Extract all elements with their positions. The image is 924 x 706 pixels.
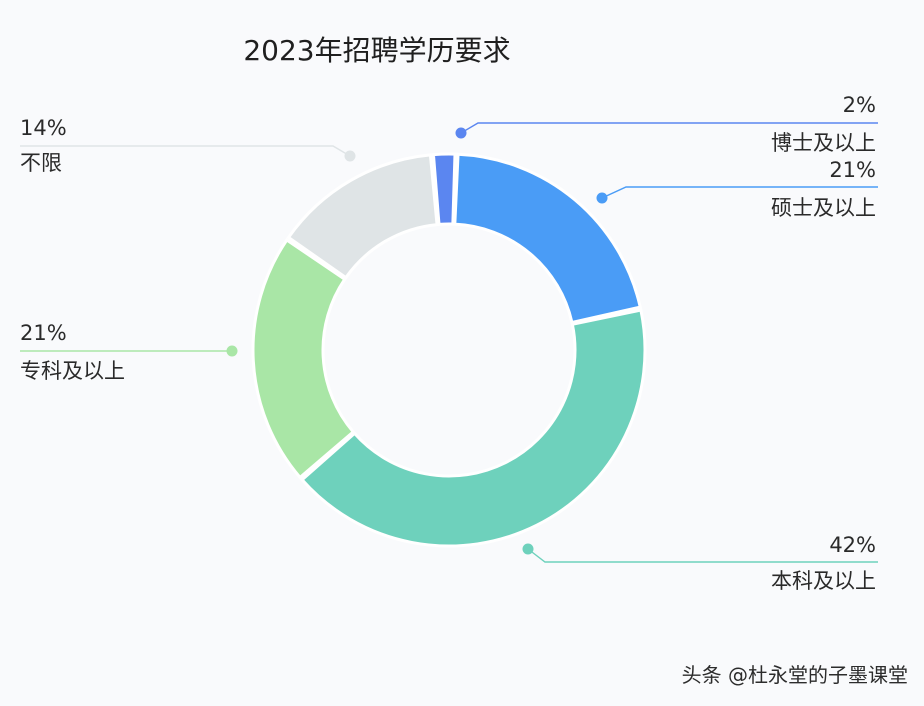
slice-percent-label-4: 21% — [20, 321, 67, 345]
leader-line-1 — [460, 122, 878, 134]
leader-dot-3 — [522, 543, 534, 555]
leader-dot-2 — [596, 192, 608, 204]
donut-slice-2 — [453, 152, 643, 325]
leader-dot-5 — [344, 150, 356, 162]
donut-slices — [251, 152, 647, 548]
leader-line-5 — [20, 145, 351, 157]
slice-category-label-2: 硕士及以上 — [771, 196, 876, 220]
label-leaders — [20, 122, 878, 563]
slice-category-label-3: 本科及以上 — [771, 569, 876, 593]
leader-dot-4 — [226, 345, 238, 357]
donut-slice-5 — [286, 153, 439, 280]
watermark-text: 头条 @杜永堂的子墨课堂 — [682, 663, 908, 687]
slice-category-label-4: 专科及以上 — [20, 359, 125, 383]
chart-title: 2023年招聘学历要求 — [243, 34, 510, 67]
donut-slice-1 — [431, 152, 457, 227]
slice-labels: 2% 博士及以上 21% 硕士及以上 42% 本科及以上 21% 专科及以上 14% 不限 — [20, 93, 876, 593]
leader-line-2 — [601, 186, 878, 199]
slice-category-label-5: 不限 — [20, 151, 62, 175]
slice-percent-label-1: 2% — [843, 93, 876, 117]
donut-slice-4 — [251, 237, 356, 480]
slice-category-label-1: 博士及以上 — [771, 131, 876, 155]
donut-slice-3 — [299, 308, 647, 548]
slice-percent-label-2: 21% — [829, 158, 876, 182]
slice-percent-label-5: 14% — [20, 116, 67, 140]
leader-dot-1 — [455, 127, 467, 139]
leader-line-3 — [527, 548, 878, 563]
slice-percent-label-3: 42% — [829, 533, 876, 557]
